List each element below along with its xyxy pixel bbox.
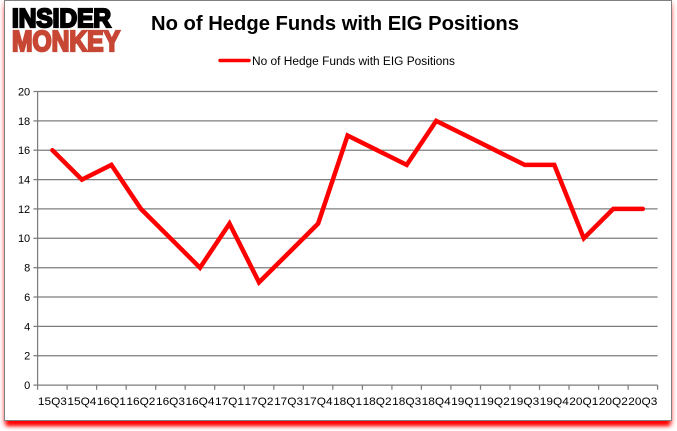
svg-text:16Q3: 16Q3 [156,396,185,408]
svg-text:17Q1: 17Q1 [215,396,244,408]
svg-text:15Q3: 15Q3 [38,396,67,408]
svg-text:16: 16 [18,145,30,157]
svg-text:No of Hedge Funds with EIG Pos: No of Hedge Funds with EIG Positions [252,56,455,68]
svg-text:15Q4: 15Q4 [67,396,96,408]
svg-text:17Q4: 17Q4 [304,396,333,408]
svg-text:20Q3: 20Q3 [628,396,657,408]
svg-text:18Q4: 18Q4 [422,396,451,408]
svg-text:17Q2: 17Q2 [245,396,274,408]
svg-text:19Q2: 19Q2 [481,396,510,408]
svg-text:17Q3: 17Q3 [274,396,303,408]
svg-text:16Q4: 16Q4 [186,396,215,408]
svg-text:19Q4: 19Q4 [540,396,569,408]
svg-text:INSIDER: INSIDER [12,3,111,33]
svg-text:19Q1: 19Q1 [451,396,480,408]
svg-text:18Q1: 18Q1 [333,396,362,408]
svg-text:20: 20 [18,86,30,98]
svg-text:19Q3: 19Q3 [510,396,539,408]
svg-text:6: 6 [24,292,30,304]
svg-text:16Q2: 16Q2 [126,396,155,408]
svg-text:4: 4 [24,321,30,333]
svg-text:18: 18 [18,116,30,128]
svg-text:14: 14 [18,175,30,187]
svg-text:2: 2 [24,351,30,363]
svg-text:18Q2: 18Q2 [363,396,392,408]
svg-text:20Q1: 20Q1 [569,396,598,408]
svg-text:0: 0 [24,380,30,392]
svg-text:MONKEY: MONKEY [12,26,120,58]
svg-text:18Q3: 18Q3 [392,396,421,408]
svg-text:16Q1: 16Q1 [97,396,126,408]
svg-text:20Q2: 20Q2 [599,396,628,408]
svg-text:12: 12 [18,204,30,216]
svg-text:8: 8 [24,263,30,275]
svg-text:No of Hedge Funds with EIG Pos: No of Hedge Funds with EIG Positions [151,13,519,35]
svg-text:10: 10 [18,233,30,245]
